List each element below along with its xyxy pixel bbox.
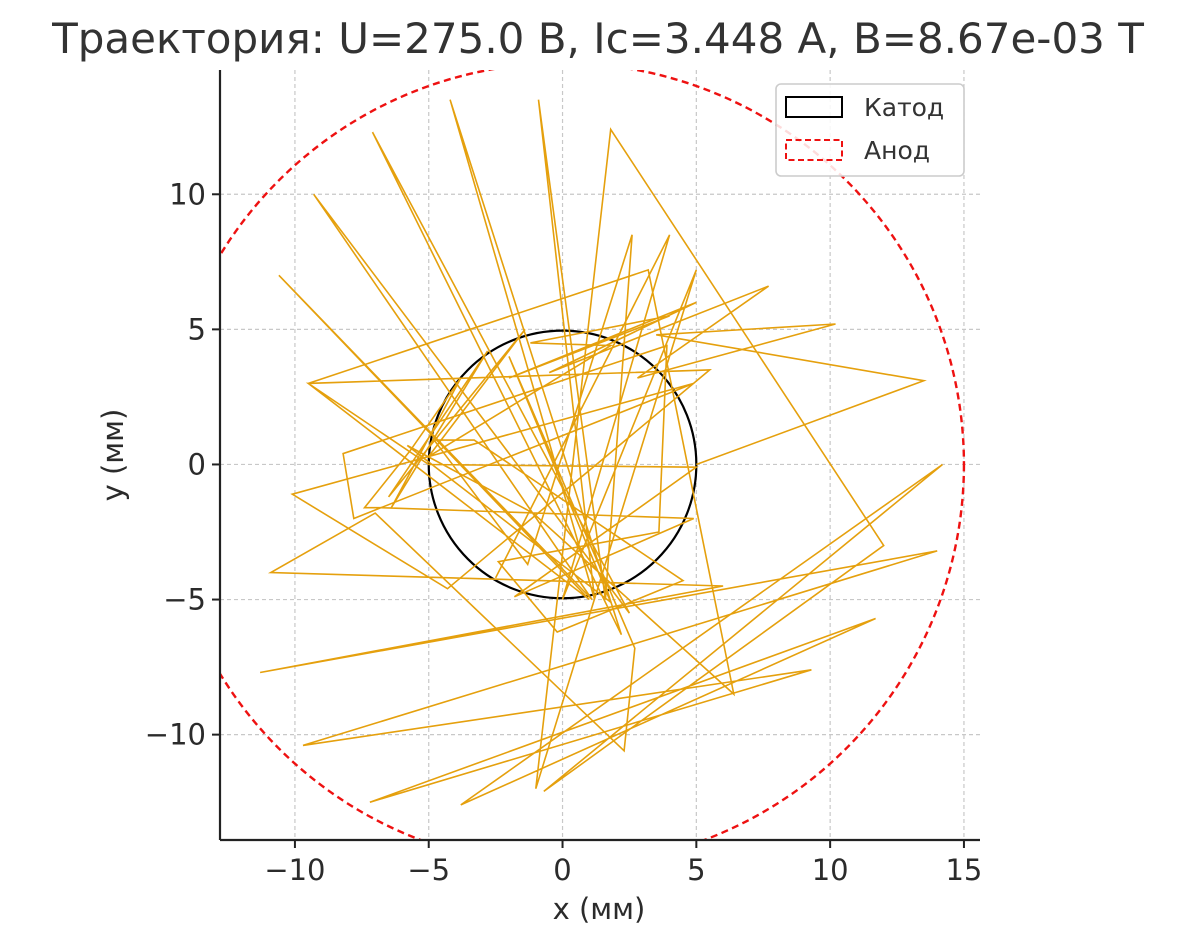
y-tick-label: 10 xyxy=(169,177,206,211)
y-tick-group: 10 5 0 −5 −10 xyxy=(145,177,220,752)
x-tick-label: 5 xyxy=(687,853,705,887)
x-tick-label: −10 xyxy=(264,853,325,887)
x-tick-label: 0 xyxy=(553,853,571,887)
y-tick-label: 0 xyxy=(188,447,206,481)
plot-area xyxy=(220,70,966,840)
legend-anode-label: Анод xyxy=(864,136,930,165)
legend-box xyxy=(775,83,965,177)
anode-circle xyxy=(220,70,966,840)
legend: Катод Анод xyxy=(775,83,965,177)
x-axis-label: x (мм) xyxy=(553,892,646,926)
x-tick-group: −10 −5 0 5 10 15 xyxy=(264,840,982,887)
x-tick-label: 10 xyxy=(812,853,849,887)
y-tick-label: −10 xyxy=(145,718,206,752)
y-tick-label: 5 xyxy=(188,312,206,346)
x-tick-label: −5 xyxy=(407,853,450,887)
x-tick-label: 15 xyxy=(945,853,982,887)
y-tick-label: −5 xyxy=(163,583,206,617)
y-axis-label: y (мм) xyxy=(96,409,130,502)
chart-title: Траектория: U=275.0 В, Ic=3.448 A, B=8.6… xyxy=(51,14,1144,63)
legend-cathode-swatch xyxy=(785,96,843,118)
trajectory-line xyxy=(259,99,944,806)
legend-cathode-label: Катод xyxy=(864,93,944,122)
grid-lines xyxy=(220,70,980,840)
